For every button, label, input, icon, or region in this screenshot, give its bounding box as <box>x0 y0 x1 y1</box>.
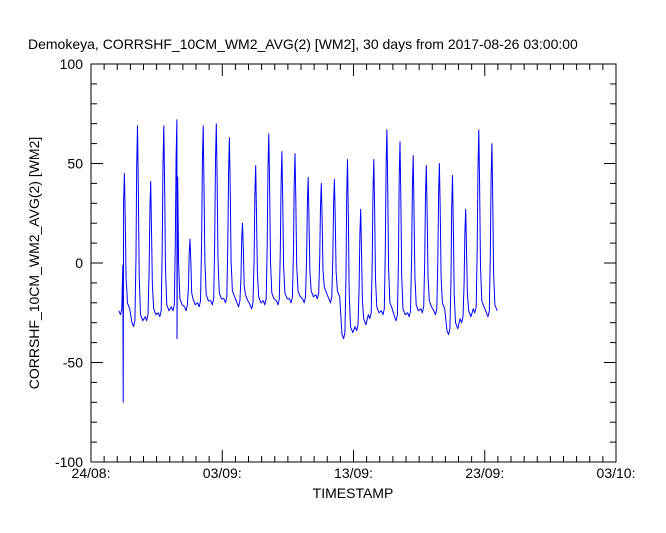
y-tick-label: -50 <box>63 355 83 371</box>
x-tick-label: 24/08: <box>72 465 111 481</box>
x-tick-label: 13/09: <box>334 465 373 481</box>
x-tick-label: 03/10: <box>597 465 636 481</box>
series-line-0 <box>118 119 498 403</box>
y-tick-label: 50 <box>67 156 83 172</box>
x-tick-label: 23/09: <box>465 465 504 481</box>
y-axis-label: CORRSHF_10CM_WM2_AVG(2) [WM2] <box>26 137 42 390</box>
series-layer <box>118 119 498 403</box>
chart-title: Demokeya, CORRSHF_10CM_WM2_AVG(2) [WM2],… <box>28 36 578 52</box>
y-tick-labels: -100 -50 0 50 100 <box>55 56 83 470</box>
y-tick-label: 0 <box>75 255 83 271</box>
y-tick-label: -100 <box>55 454 83 470</box>
x-tick-labels: 24/08: 03/09: 13/09: 23/09: 03/10: <box>72 465 636 481</box>
x-axis-label: TIMESTAMP <box>313 485 394 501</box>
plot-frame <box>90 63 617 463</box>
y-tick-label: 100 <box>60 56 84 72</box>
axis-ticks <box>90 63 617 463</box>
x-tick-label: 03/09: <box>203 465 242 481</box>
